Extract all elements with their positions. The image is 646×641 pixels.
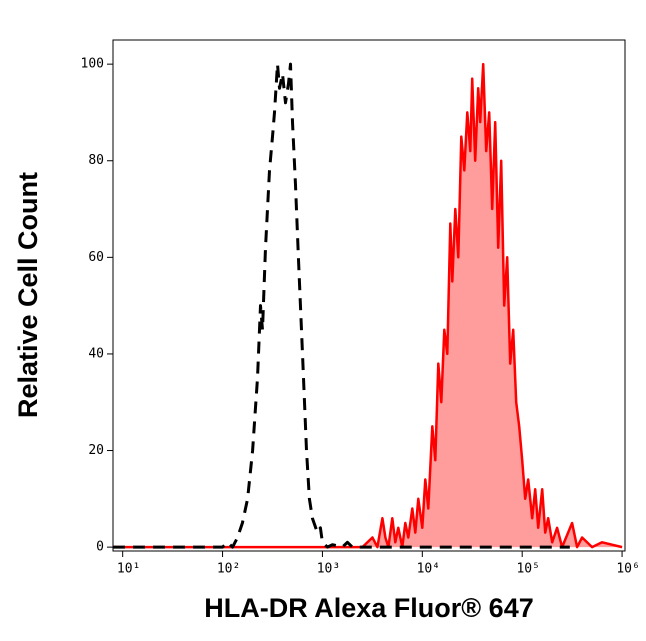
y-tick-label: 100 [81,57,104,72]
y-axis-title: Relative Cell Count [13,172,43,418]
x-tick-label: 10⁶ [616,562,639,577]
histogram-area [113,64,623,548]
histogram-line [113,62,570,549]
x-tick-label: 10⁴ [417,562,440,577]
y-tick-label: 20 [88,443,104,458]
y-tick-label: 0 [96,540,104,555]
x-tick-label: 10⁵ [516,562,539,577]
y-tick-label: 80 [88,153,104,168]
y-tick-label: 60 [88,250,104,265]
x-tick-label: 10¹ [117,562,140,577]
x-tick-label: 10³ [317,562,340,577]
plot-frame [112,39,626,552]
x-axis-title: HLA-DR Alexa Fluor® 647 [204,593,533,623]
histogram-line [113,62,623,549]
x-tick-label: 10² [217,562,240,577]
y-tick-label: 40 [88,346,104,361]
